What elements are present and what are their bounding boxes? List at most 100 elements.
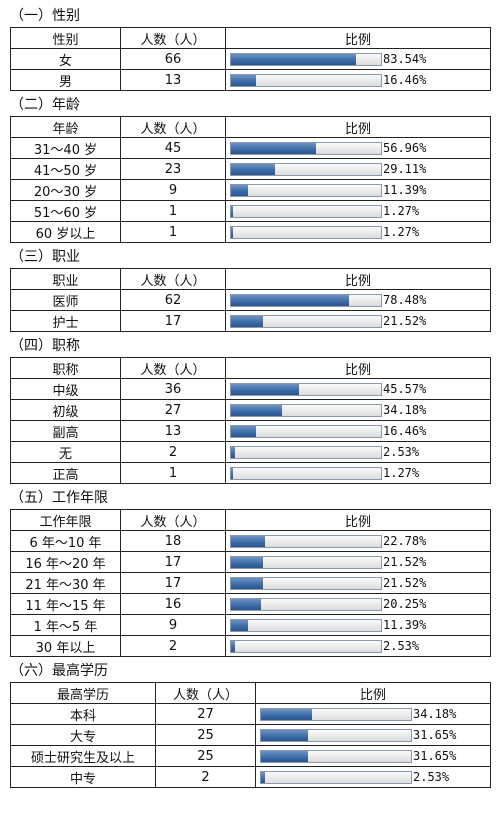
label-cell: 大专	[10, 724, 156, 746]
label-cell: 硕士研究生及以上	[10, 745, 156, 767]
percent-cell: 31.65%	[255, 724, 491, 746]
header-cell: 比例	[225, 268, 491, 290]
count-cell: 18	[120, 530, 226, 552]
label-cell: 本科	[10, 703, 156, 725]
row: 医师 62 78.48%	[10, 289, 491, 311]
header-cell: 人数（人）	[120, 116, 226, 138]
row: 中专 2 2.53%	[10, 766, 491, 788]
count-cell: 36	[120, 378, 226, 400]
count-cell: 17	[120, 551, 226, 573]
bar-track	[230, 639, 382, 653]
percent-label: 56.96%	[383, 141, 427, 155]
label-cell: 16 年～20 年	[10, 551, 121, 573]
row: 副高 13 16.46%	[10, 420, 491, 442]
row: 16 年～20 年 17 21.52%	[10, 551, 491, 573]
section-title: （二）年龄	[10, 97, 80, 113]
count-cell: 27	[155, 703, 256, 725]
count-cell: 2	[120, 635, 226, 657]
bar-fill	[231, 446, 235, 458]
header-cell: 人数（人）	[120, 357, 226, 379]
percent-cell: 34.18%	[255, 703, 491, 725]
table: 职称 人数（人） 比例 中级 36 45.57% 初级 27 34.18% 副高 13 16.46% 无…	[10, 357, 491, 484]
label-cell: 31～40 岁	[10, 137, 121, 159]
table: 工作年限 人数（人） 比例 6 年～10 年 18 22.78% 16 年～20 年 17 21…	[10, 509, 491, 657]
count-cell: 9	[120, 614, 226, 636]
header-cell: 人数（人）	[120, 509, 226, 531]
row: 正高 1 1.27%	[10, 462, 491, 484]
count-cell: 1	[120, 200, 226, 222]
label-cell: 21 年～30 年	[10, 572, 121, 594]
label-cell: 无	[10, 441, 121, 463]
table: 性别 人数（人） 比例女 66 83.54% 男 13 16.46%	[10, 27, 491, 91]
percent-cell: 22.78%	[225, 530, 491, 552]
bar-fill	[231, 142, 317, 154]
percent-cell: 78.48%	[225, 289, 491, 311]
label-cell: 医师	[10, 289, 121, 311]
bar-track	[260, 728, 412, 742]
header-cell: 比例	[225, 116, 491, 138]
count-cell: 13	[120, 420, 226, 442]
percent-label: 2.53%	[383, 445, 420, 459]
percent-label: 31.65%	[413, 728, 457, 742]
bar-fill	[231, 205, 233, 217]
header-row: 职业 人数（人） 比例	[10, 268, 491, 290]
bar-fill	[231, 640, 235, 652]
percent-label: 29.11%	[383, 162, 427, 176]
count-cell: 62	[120, 289, 226, 311]
bar-fill	[231, 53, 357, 65]
label-cell: 女	[10, 48, 121, 70]
header-cell: 最高学历	[10, 682, 156, 704]
percent-cell: 11.39%	[225, 179, 491, 201]
label-cell: 11 年～15 年	[10, 593, 121, 615]
bar-track	[230, 576, 382, 590]
row: 男 13 16.46%	[10, 69, 491, 91]
count-cell: 1	[120, 462, 226, 484]
bar-fill	[231, 163, 275, 175]
percent-cell: 2.53%	[225, 441, 491, 463]
percent-label: 21.52%	[383, 314, 427, 328]
percent-cell: 11.39%	[225, 614, 491, 636]
label-cell: 20～30 岁	[10, 179, 121, 201]
bar-track	[230, 141, 382, 155]
bar-track	[260, 707, 412, 721]
label-cell: 30 年以上	[10, 635, 121, 657]
label-cell: 副高	[10, 420, 121, 442]
bar-track	[230, 466, 382, 480]
section-title: （五）工作年限	[10, 490, 108, 506]
row: 硕士研究生及以上 25 31.65%	[10, 745, 491, 767]
label-cell: 60 岁以上	[10, 221, 121, 243]
count-cell: 17	[120, 310, 226, 332]
percent-cell: 16.46%	[225, 69, 491, 91]
header-cell: 性别	[10, 27, 121, 49]
percent-cell: 29.11%	[225, 158, 491, 180]
percent-label: 78.48%	[383, 293, 427, 307]
bar-track	[260, 749, 412, 763]
row: 中级 36 45.57%	[10, 378, 491, 400]
header-cell: 职称	[10, 357, 121, 379]
percent-label: 11.39%	[383, 618, 427, 632]
percent-cell: 2.53%	[255, 766, 491, 788]
percent-cell: 31.65%	[255, 745, 491, 767]
percent-cell: 21.52%	[225, 572, 491, 594]
section-title: （四）职称	[10, 338, 80, 354]
bar-track	[230, 162, 382, 176]
bar-track	[230, 445, 382, 459]
row: 21 年～30 年 17 21.52%	[10, 572, 491, 594]
bar-fill	[231, 535, 266, 547]
bar-fill	[231, 467, 233, 479]
percent-cell: 20.25%	[225, 593, 491, 615]
percent-cell: 16.46%	[225, 420, 491, 442]
header-cell: 人数（人）	[120, 27, 226, 49]
percent-cell: 83.54%	[225, 48, 491, 70]
row: 大专 25 31.65%	[10, 724, 491, 746]
bar-track	[230, 555, 382, 569]
count-cell: 2	[155, 766, 256, 788]
bar-track	[230, 52, 382, 66]
bar-track	[230, 293, 382, 307]
label-cell: 6 年～10 年	[10, 530, 121, 552]
percent-label: 2.53%	[413, 770, 450, 784]
count-cell: 9	[120, 179, 226, 201]
row: 20～30 岁 9 11.39%	[10, 179, 491, 201]
bar-fill	[261, 750, 309, 762]
count-cell: 17	[120, 572, 226, 594]
